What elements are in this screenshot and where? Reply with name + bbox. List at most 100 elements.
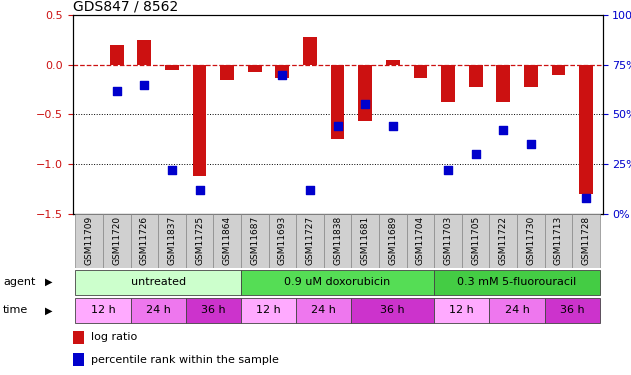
Text: ▶: ▶: [45, 305, 53, 315]
Point: [471, 151, 481, 157]
Bar: [220, 64, 234, 80]
Text: GSM11727: GSM11727: [305, 216, 314, 265]
Text: 0.3 mM 5-fluorouracil: 0.3 mM 5-fluorouracil: [457, 277, 577, 286]
Text: GSM11864: GSM11864: [223, 216, 232, 265]
Bar: [324, 214, 351, 268]
Bar: [75, 270, 241, 295]
Point: [305, 187, 315, 193]
Bar: [545, 214, 572, 268]
Point: [387, 123, 398, 129]
Bar: [462, 214, 490, 268]
Bar: [276, 64, 289, 78]
Point: [139, 82, 150, 88]
Text: 0.9 uM doxorubicin: 0.9 uM doxorubicin: [285, 277, 391, 286]
Text: 36 h: 36 h: [560, 305, 584, 315]
Bar: [241, 298, 296, 323]
Bar: [524, 64, 538, 87]
Bar: [138, 40, 151, 64]
Point: [112, 87, 122, 93]
Text: GSM11728: GSM11728: [582, 216, 591, 265]
Point: [167, 167, 177, 173]
Point: [443, 167, 453, 173]
Bar: [490, 298, 545, 323]
Bar: [248, 64, 262, 72]
Bar: [351, 214, 379, 268]
Text: time: time: [3, 305, 28, 315]
Bar: [186, 214, 213, 268]
Bar: [497, 64, 510, 102]
Text: GSM11689: GSM11689: [388, 216, 398, 265]
Text: GSM11720: GSM11720: [112, 216, 121, 265]
Text: GSM11693: GSM11693: [278, 216, 287, 265]
Bar: [165, 64, 179, 70]
Bar: [545, 298, 600, 323]
Text: GSM11837: GSM11837: [167, 216, 177, 265]
Bar: [73, 331, 84, 344]
Text: 36 h: 36 h: [201, 305, 226, 315]
Bar: [358, 64, 372, 122]
Bar: [386, 60, 399, 64]
Bar: [434, 298, 490, 323]
Point: [360, 101, 370, 107]
Bar: [413, 64, 427, 78]
Text: 24 h: 24 h: [505, 305, 529, 315]
Point: [333, 123, 343, 129]
Bar: [110, 45, 124, 64]
Point: [526, 141, 536, 147]
Text: GSM11703: GSM11703: [444, 216, 452, 265]
Bar: [131, 298, 186, 323]
Text: 24 h: 24 h: [311, 305, 336, 315]
Bar: [158, 214, 186, 268]
Text: GSM11730: GSM11730: [526, 216, 535, 265]
Bar: [131, 214, 158, 268]
Bar: [331, 64, 345, 139]
Point: [277, 72, 287, 78]
Text: agent: agent: [3, 277, 35, 287]
Bar: [434, 270, 600, 295]
Bar: [351, 298, 434, 323]
Text: 12 h: 12 h: [256, 305, 281, 315]
Text: ▶: ▶: [45, 277, 53, 287]
Point: [194, 187, 204, 193]
Bar: [75, 298, 131, 323]
Text: untreated: untreated: [131, 277, 186, 286]
Bar: [434, 214, 462, 268]
Bar: [551, 64, 565, 75]
Text: GSM11713: GSM11713: [554, 216, 563, 265]
Bar: [490, 214, 517, 268]
Text: GDS847 / 8562: GDS847 / 8562: [73, 0, 178, 14]
Bar: [579, 64, 593, 194]
Text: GSM11838: GSM11838: [333, 216, 342, 265]
Text: GSM11705: GSM11705: [471, 216, 480, 265]
Bar: [186, 298, 241, 323]
Bar: [303, 37, 317, 64]
Text: 12 h: 12 h: [91, 305, 115, 315]
Bar: [572, 214, 600, 268]
Bar: [469, 64, 483, 87]
Bar: [269, 214, 296, 268]
Bar: [213, 214, 241, 268]
Bar: [75, 214, 103, 268]
Text: log ratio: log ratio: [91, 332, 138, 342]
Text: GSM11725: GSM11725: [195, 216, 204, 265]
Text: GSM11704: GSM11704: [416, 216, 425, 265]
Text: 24 h: 24 h: [146, 305, 170, 315]
Text: GSM11687: GSM11687: [251, 216, 259, 265]
Bar: [103, 214, 131, 268]
Bar: [441, 64, 455, 102]
Text: GSM11722: GSM11722: [498, 216, 508, 265]
Bar: [192, 64, 206, 176]
Text: 12 h: 12 h: [449, 305, 474, 315]
Text: GSM11726: GSM11726: [140, 216, 149, 265]
Bar: [406, 214, 434, 268]
Bar: [73, 353, 84, 366]
Text: 36 h: 36 h: [380, 305, 405, 315]
Bar: [241, 214, 269, 268]
Text: GSM11709: GSM11709: [85, 216, 93, 265]
Bar: [517, 214, 545, 268]
Point: [581, 195, 591, 201]
Text: GSM11681: GSM11681: [361, 216, 370, 265]
Bar: [241, 270, 434, 295]
Point: [498, 127, 509, 133]
Bar: [296, 214, 324, 268]
